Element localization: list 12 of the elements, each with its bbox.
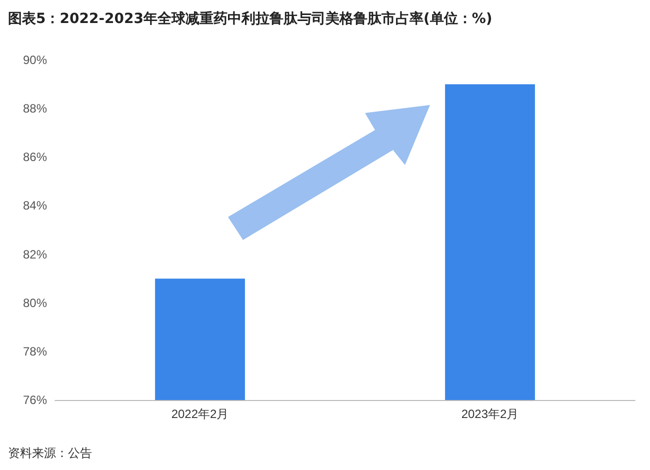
- x-tick-label: 2023年2月: [461, 407, 519, 421]
- text: 资料来源：公告: [8, 445, 92, 462]
- y-tick-label: 78%: [22, 344, 48, 358]
- y-tick-label: 88%: [22, 102, 48, 116]
- y-tick-label: 90%: [22, 53, 48, 67]
- y-tick-label: 82%: [22, 247, 48, 262]
- chart-title: 图表5：2022-2023年全球减重药中利拉鲁肽与司美格鲁肽市占率(单位：%): [8, 10, 492, 28]
- y-tick-label: 86%: [22, 150, 48, 164]
- y-tick-label: 84%: [22, 198, 48, 213]
- y-tick-label: 76%: [22, 393, 48, 407]
- x-tick-label: 2022年2月: [171, 407, 229, 421]
- y-tick-label: 80%: [22, 296, 48, 310]
